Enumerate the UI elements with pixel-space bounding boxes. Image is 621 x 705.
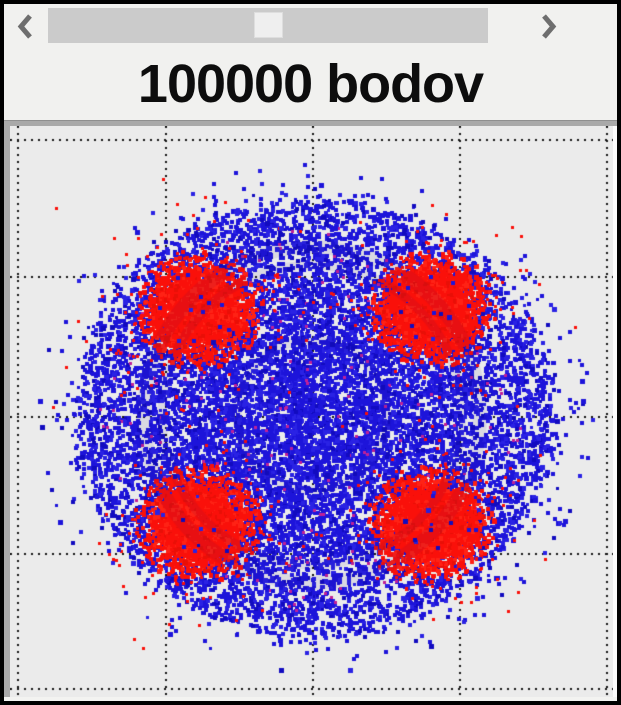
plot-panel-bottom-edge <box>4 697 617 701</box>
header: 100000 bodov <box>4 4 617 120</box>
chevron-right-icon <box>542 14 557 39</box>
scrollbar-track[interactable] <box>48 8 488 43</box>
chevron-left-icon <box>17 14 32 39</box>
chart-title: 100000 bodov <box>137 54 484 114</box>
scroll-left-button[interactable] <box>14 13 36 40</box>
plot-panel-left-edge <box>4 126 10 697</box>
plot-panel <box>4 120 617 701</box>
scrollbar-thumb[interactable] <box>254 12 283 38</box>
scroll-right-button[interactable] <box>538 13 560 40</box>
plot-panel-right-edge <box>613 126 617 697</box>
scatter-plot-canvas <box>10 126 613 697</box>
plot-panel-top-edge <box>4 120 617 126</box>
